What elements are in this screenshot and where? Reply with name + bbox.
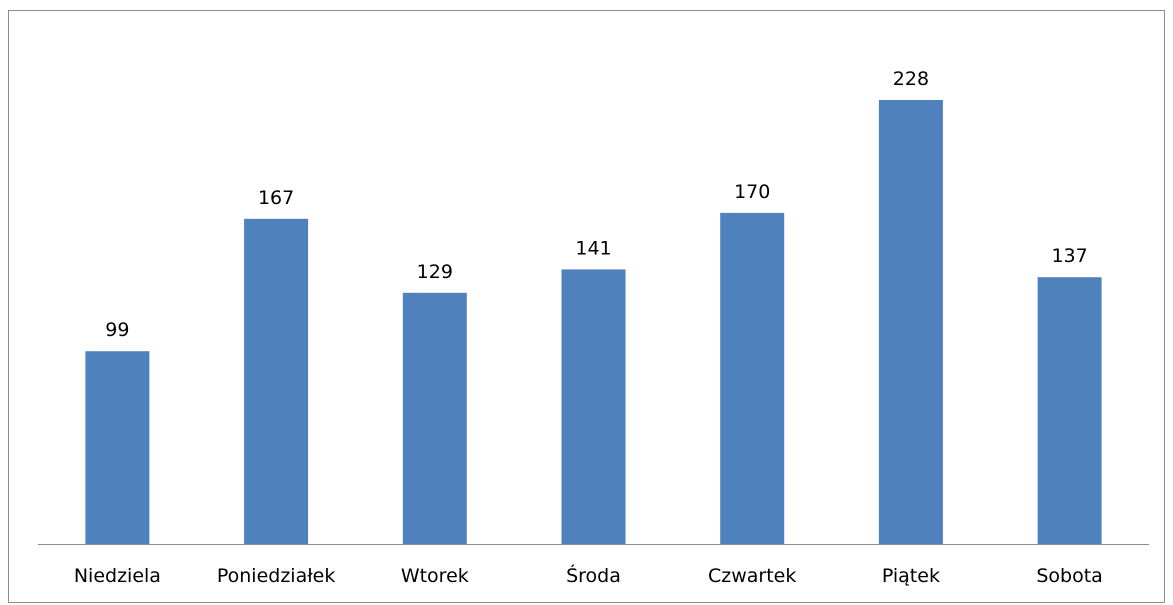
category-label-4: Środa: [566, 563, 621, 587]
bar-2: [244, 218, 309, 545]
bar-7: [1037, 277, 1102, 544]
category-label-6: Piątek: [882, 565, 940, 587]
category-label-1: Niedziela: [74, 565, 161, 587]
data-label-4: 141: [575, 237, 611, 259]
data-label-6: 228: [893, 68, 929, 90]
bars-group: [85, 100, 1102, 545]
bar-4: [561, 269, 626, 544]
bar-5: [720, 212, 785, 544]
data-label-1: 99: [105, 319, 129, 341]
data-label-2: 167: [258, 187, 294, 209]
value-labels-group: 99 167 129 141 170 228 137: [105, 68, 1087, 341]
category-label-5: Czwartek: [708, 565, 796, 587]
category-label-7: Sobota: [1036, 565, 1102, 587]
data-label-5: 170: [734, 181, 770, 203]
category-label-3: Wtorek: [401, 565, 469, 587]
bar-3: [402, 292, 467, 544]
data-label-3: 129: [417, 261, 453, 283]
bar-6: [878, 100, 943, 544]
category-labels-group: Niedziela Poniedziałek Wtorek Środa Czwartek…: [74, 563, 1103, 587]
bar-1: [85, 351, 150, 544]
category-label-2: Poniedziałek: [217, 565, 335, 587]
data-label-7: 137: [1051, 245, 1087, 267]
